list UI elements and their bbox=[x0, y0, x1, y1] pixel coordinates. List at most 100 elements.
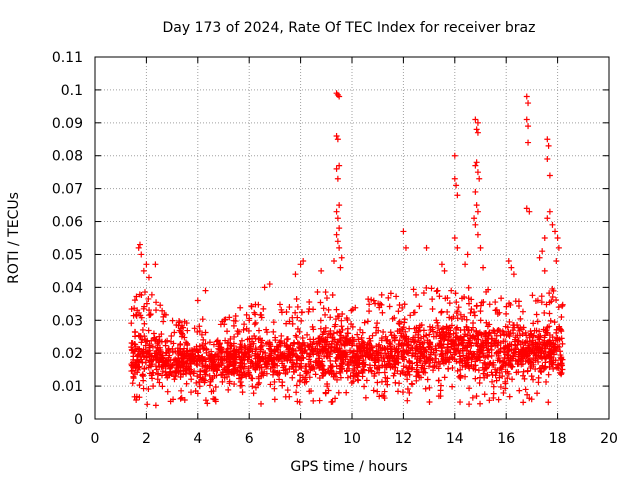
data-point bbox=[554, 235, 561, 241]
data-point bbox=[454, 315, 461, 322]
x-tick-label: 12 bbox=[394, 431, 412, 447]
data-point bbox=[324, 349, 331, 356]
data-point bbox=[519, 372, 526, 379]
data-point bbox=[173, 364, 180, 371]
data-point bbox=[236, 344, 243, 351]
data-point bbox=[246, 345, 253, 352]
data-point bbox=[310, 326, 317, 333]
data-point bbox=[333, 231, 340, 238]
data-point bbox=[156, 333, 163, 340]
data-point bbox=[140, 377, 147, 384]
data-point bbox=[282, 393, 289, 400]
data-point bbox=[133, 359, 140, 366]
data-point bbox=[188, 376, 195, 383]
data-point bbox=[429, 306, 436, 313]
data-point bbox=[485, 339, 492, 346]
data-point bbox=[140, 305, 147, 312]
data-point bbox=[140, 385, 147, 392]
data-point bbox=[502, 380, 509, 387]
data-point bbox=[475, 336, 482, 343]
data-point bbox=[541, 267, 548, 274]
data-point bbox=[231, 347, 238, 354]
data-point bbox=[292, 332, 299, 339]
data-point bbox=[359, 338, 366, 345]
data-point bbox=[491, 328, 498, 335]
y-tick-label: 0.01 bbox=[52, 379, 83, 395]
data-point bbox=[310, 364, 317, 371]
data-point bbox=[208, 348, 215, 355]
data-point bbox=[143, 261, 150, 268]
data-point bbox=[332, 395, 339, 402]
data-point bbox=[517, 350, 524, 357]
data-point bbox=[524, 367, 531, 374]
data-point bbox=[497, 383, 504, 390]
data-point bbox=[183, 380, 190, 387]
data-point bbox=[192, 387, 199, 394]
data-point bbox=[490, 327, 497, 334]
data-point bbox=[378, 347, 385, 354]
data-point bbox=[322, 289, 329, 296]
data-point bbox=[306, 299, 313, 306]
data-point bbox=[310, 397, 317, 404]
x-tick-label: 18 bbox=[549, 431, 567, 447]
data-point bbox=[321, 366, 328, 373]
data-point bbox=[349, 323, 356, 330]
data-point bbox=[203, 346, 210, 353]
data-point bbox=[484, 371, 491, 378]
data-point bbox=[181, 351, 188, 358]
data-point bbox=[162, 342, 169, 349]
data-point bbox=[336, 313, 343, 320]
data-point bbox=[228, 369, 235, 376]
data-point bbox=[334, 215, 341, 222]
data-point bbox=[316, 365, 323, 372]
data-point bbox=[511, 336, 518, 343]
data-point bbox=[213, 351, 220, 358]
data-point bbox=[445, 365, 452, 372]
data-point bbox=[339, 310, 346, 317]
data-point bbox=[258, 400, 265, 407]
data-point bbox=[251, 321, 258, 328]
data-point bbox=[472, 366, 479, 373]
data-point bbox=[208, 388, 215, 395]
data-point bbox=[465, 295, 472, 302]
data-point bbox=[382, 333, 389, 340]
data-point bbox=[481, 374, 488, 381]
data-point bbox=[152, 363, 159, 370]
data-point bbox=[495, 396, 502, 403]
data-point bbox=[553, 296, 560, 303]
y-tick-label: 0 bbox=[74, 412, 83, 428]
data-point bbox=[411, 334, 418, 341]
data-point bbox=[363, 345, 370, 352]
data-point bbox=[559, 303, 566, 310]
data-point bbox=[521, 375, 528, 382]
data-point bbox=[241, 321, 248, 328]
data-point bbox=[193, 379, 200, 386]
data-point bbox=[155, 359, 162, 366]
x-tick-label: 4 bbox=[193, 431, 202, 447]
data-point bbox=[448, 287, 455, 294]
data-point bbox=[276, 301, 283, 308]
data-point bbox=[139, 326, 146, 333]
data-point bbox=[324, 353, 331, 360]
data-point bbox=[344, 360, 351, 367]
data-point bbox=[142, 337, 149, 344]
data-point bbox=[257, 311, 264, 318]
data-point bbox=[255, 327, 262, 334]
data-point bbox=[459, 362, 466, 369]
data-point bbox=[474, 231, 481, 238]
data-point bbox=[355, 377, 362, 384]
data-point bbox=[405, 368, 412, 375]
data-point bbox=[335, 389, 342, 396]
data-point bbox=[530, 376, 537, 383]
data-point bbox=[206, 351, 213, 358]
data-point bbox=[176, 346, 183, 353]
data-point bbox=[159, 361, 166, 368]
data-point bbox=[278, 332, 285, 339]
axis-ticks bbox=[94, 56, 610, 420]
data-point bbox=[472, 162, 479, 169]
data-point bbox=[522, 329, 529, 336]
data-point bbox=[240, 353, 247, 360]
data-point bbox=[182, 339, 189, 346]
data-point bbox=[543, 378, 550, 385]
data-point bbox=[293, 389, 300, 396]
